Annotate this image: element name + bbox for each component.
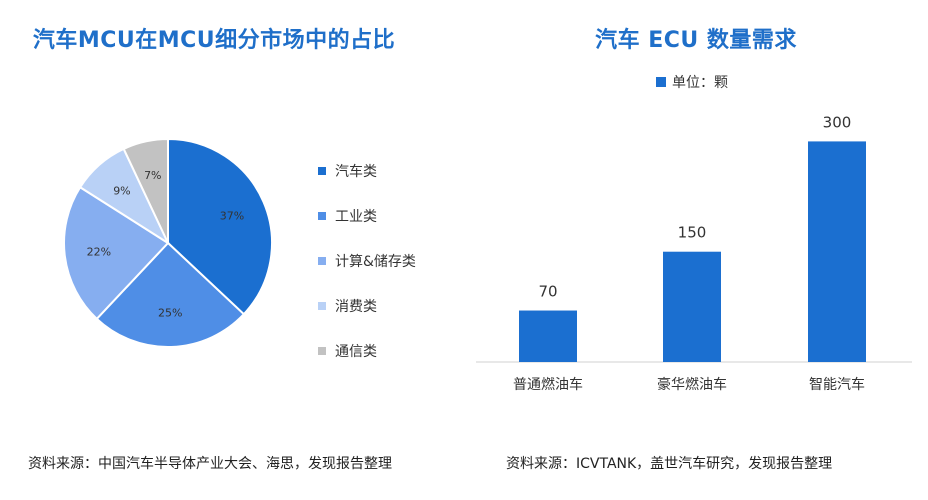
pie-legend-swatch [318, 211, 326, 220]
pie-slice-1 [167, 137, 273, 316]
pie-slice-label: 22% [87, 246, 111, 259]
pie-slice-label: 25% [158, 307, 182, 320]
bar-data-label: 150 [678, 224, 707, 242]
pie-slice-label: 7% [144, 169, 161, 182]
bar-chart: 70 普通燃油车 150 豪华燃油车 300 智能汽车 [476, 113, 912, 393]
pie-slice-label: 37% [220, 209, 244, 222]
pie-legend-swatch [318, 301, 326, 310]
x-tick-label: 普通燃油车 [513, 376, 583, 393]
pie-chart-title: 汽车MCU在MCU细分市场中的占比 [32, 28, 396, 53]
pie-slice-5 [122, 137, 169, 244]
bar-data-label: 70 [538, 283, 557, 301]
pie-slice-label: 9% [113, 185, 130, 198]
x-tick-label: 豪华燃油车 [657, 376, 727, 393]
pie-legend-label: 工业类 [335, 208, 377, 225]
pie-legend-swatch [318, 346, 326, 355]
pie-legend-label: 消费类 [335, 298, 377, 315]
bar-data-label: 300 [823, 113, 852, 131]
pie-slice-3 [63, 185, 170, 321]
pie-legend-label: 计算&储存类 [335, 253, 416, 270]
pie-legend: 汽车类工业类计算&储存类 消费类通信类 [318, 148, 416, 373]
bar-1 [519, 310, 577, 362]
pie-source-note: 资料来源：中国汽车半导体产业大会、海思，发现报告整理 [28, 456, 392, 472]
pie-legend-item: 工业类 [318, 193, 416, 238]
pie-legend-swatch [318, 166, 326, 175]
bar-2 [663, 251, 721, 362]
bar-chart-panel: 汽车 ECU 数量需求 单位：颗 70 普通燃油车 150 豪华燃油车 300 智能汽车 … [464, 0, 928, 500]
bar-3 [808, 141, 866, 362]
bar-legend: 单位：颗 [656, 72, 728, 92]
bar-legend-label: 单位：颗 [672, 75, 728, 91]
pie-slice-2 [95, 241, 246, 348]
pie-chart: 37% 25% 22% 9% 7% [63, 137, 273, 348]
pie-legend-item: 计算&储存类 [318, 238, 416, 283]
pie-legend-item: 汽车类 [318, 148, 416, 193]
pie-legend-label: 通信类 [335, 343, 377, 360]
pie-legend-swatch [318, 256, 326, 265]
bar-chart-title: 汽车 ECU 数量需求 [595, 28, 797, 53]
bar-source-note: 资料来源：ICVTANK，盖世汽车研究，发现报告整理 [506, 456, 833, 472]
bar-legend-swatch [656, 77, 666, 87]
x-tick-label: 智能汽车 [809, 376, 865, 393]
pie-legend-label: 汽车类 [335, 163, 377, 180]
pie-legend-item: 消费类 [318, 283, 416, 328]
pie-chart-panel: 汽车MCU在MCU细分市场中的占比 37% 25% 22% 9% 7% 汽车类工业类计算… [28, 28, 416, 472]
pie-legend-item: 通信类 [318, 328, 416, 373]
